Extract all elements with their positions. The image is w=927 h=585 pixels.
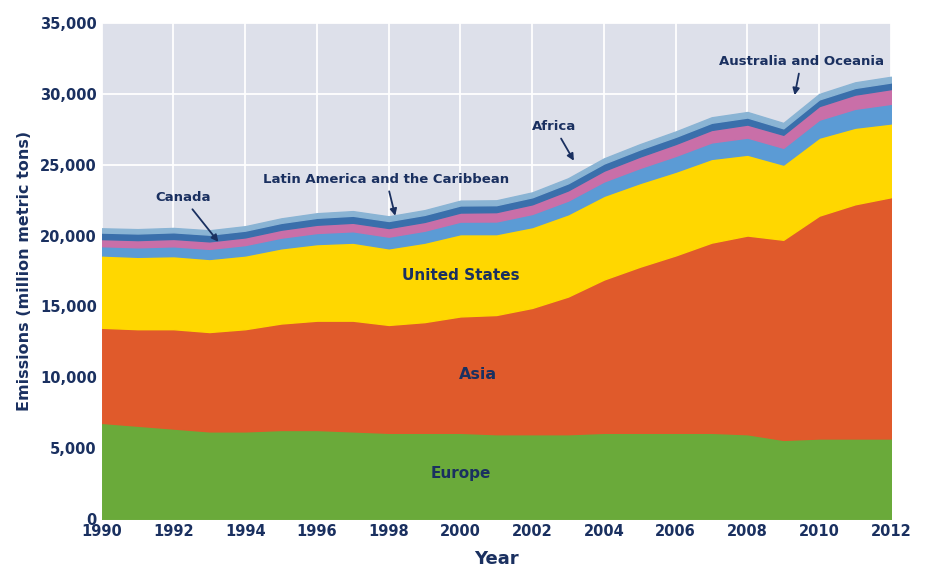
Text: Canada: Canada bbox=[156, 191, 217, 240]
Text: Europe: Europe bbox=[430, 466, 490, 481]
Text: Latin America and the Caribbean: Latin America and the Caribbean bbox=[263, 173, 509, 214]
Text: Australia and Oceania: Australia and Oceania bbox=[718, 55, 883, 93]
Text: United States: United States bbox=[401, 268, 519, 283]
Text: Africa: Africa bbox=[532, 121, 576, 159]
Y-axis label: Emissions (million metric tons): Emissions (million metric tons) bbox=[17, 131, 32, 411]
Text: Asia: Asia bbox=[459, 367, 497, 382]
X-axis label: Year: Year bbox=[474, 550, 518, 569]
